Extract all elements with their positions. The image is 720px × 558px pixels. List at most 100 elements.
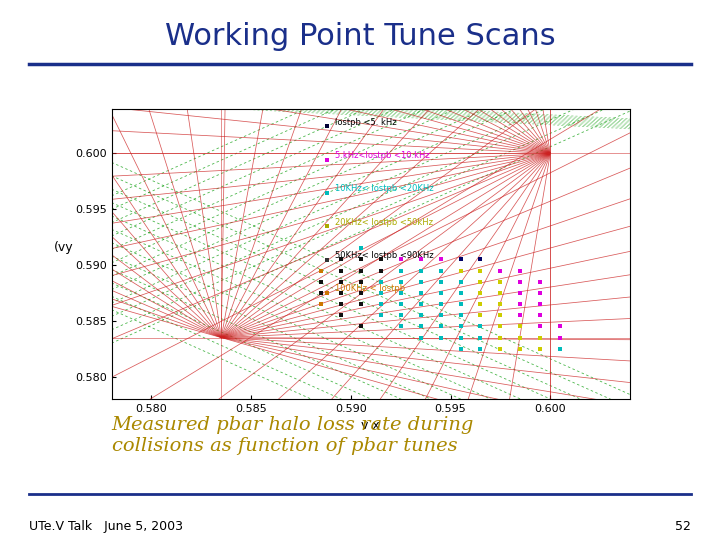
Point <box>415 300 426 309</box>
Point <box>375 288 387 297</box>
Point <box>474 255 486 264</box>
Point <box>415 322 426 331</box>
Point <box>495 277 506 286</box>
Point <box>335 266 346 275</box>
Point <box>435 277 446 286</box>
Point <box>495 288 506 297</box>
Point <box>455 277 467 286</box>
Point <box>435 266 446 275</box>
Point <box>435 322 446 331</box>
Point <box>495 311 506 320</box>
Point <box>335 277 346 286</box>
Point <box>455 288 467 297</box>
Point <box>554 333 566 342</box>
Point <box>315 288 327 297</box>
Text: UTe.V Talk   June 5, 2003: UTe.V Talk June 5, 2003 <box>29 520 183 533</box>
Point <box>495 266 506 275</box>
Point <box>335 311 346 320</box>
Point <box>455 266 467 275</box>
Point <box>395 322 407 331</box>
Point <box>554 322 566 331</box>
Point <box>474 266 486 275</box>
Point <box>415 311 426 320</box>
Point <box>515 288 526 297</box>
X-axis label: v x: v x <box>361 420 380 432</box>
Point <box>474 311 486 320</box>
Point <box>455 311 467 320</box>
Point <box>355 288 366 297</box>
Point <box>435 255 446 264</box>
Point <box>534 344 546 353</box>
Point <box>415 266 426 275</box>
Point <box>355 255 366 264</box>
Point <box>335 300 346 309</box>
Point <box>395 288 407 297</box>
Point <box>455 300 467 309</box>
Point <box>435 288 446 297</box>
Point <box>435 333 446 342</box>
Text: 20KHz< lostpb <50kHz: 20KHz< lostpb <50kHz <box>335 218 433 227</box>
Point <box>315 277 327 286</box>
Point <box>395 300 407 309</box>
Point <box>474 333 486 342</box>
Point <box>415 288 426 297</box>
Point <box>534 311 546 320</box>
Text: lostpb <5. kHz: lostpb <5. kHz <box>335 118 396 127</box>
Point <box>515 266 526 275</box>
Point <box>435 300 446 309</box>
Point <box>474 288 486 297</box>
Point <box>474 322 486 331</box>
Point <box>554 344 566 353</box>
Point <box>515 333 526 342</box>
Point <box>315 300 327 309</box>
Text: 5.kHz<lostpb <10.kHz: 5.kHz<lostpb <10.kHz <box>335 151 429 160</box>
Point <box>495 333 506 342</box>
Text: 100KHz < lostpb: 100KHz < lostpb <box>335 285 405 294</box>
Point <box>375 311 387 320</box>
Text: 50KHz< lostpb <90KHz: 50KHz< lostpb <90KHz <box>335 251 433 260</box>
Point <box>375 266 387 275</box>
Point <box>415 277 426 286</box>
Point <box>355 244 366 253</box>
Point <box>395 311 407 320</box>
Point <box>495 322 506 331</box>
Point <box>534 333 546 342</box>
Point <box>355 300 366 309</box>
Point <box>375 255 387 264</box>
Text: 52: 52 <box>675 520 691 533</box>
Point <box>534 277 546 286</box>
Y-axis label: (vy: (vy <box>54 241 73 254</box>
Text: Measured pbar halo loss rate during
collisions as function of pbar tunes: Measured pbar halo loss rate during coll… <box>112 416 474 455</box>
Point <box>395 266 407 275</box>
Point <box>455 322 467 331</box>
Point <box>474 344 486 353</box>
Point <box>355 322 366 331</box>
Point <box>415 255 426 264</box>
Point <box>515 311 526 320</box>
Point <box>515 277 526 286</box>
Point <box>455 344 467 353</box>
Point <box>415 333 426 342</box>
Text: 10KHz< lostpb <20KHz: 10KHz< lostpb <20KHz <box>335 184 433 193</box>
Point <box>455 255 467 264</box>
Point <box>534 322 546 331</box>
Point <box>534 300 546 309</box>
Point <box>534 288 546 297</box>
Point <box>495 344 506 353</box>
Point <box>395 277 407 286</box>
Point <box>495 300 506 309</box>
Point <box>375 277 387 286</box>
Point <box>335 288 346 297</box>
Point <box>375 300 387 309</box>
Point <box>474 300 486 309</box>
Text: Working Point Tune Scans: Working Point Tune Scans <box>165 22 555 51</box>
Point <box>515 300 526 309</box>
Point <box>355 277 366 286</box>
Point <box>435 311 446 320</box>
Point <box>474 277 486 286</box>
Point <box>515 344 526 353</box>
Point <box>455 333 467 342</box>
Point <box>315 266 327 275</box>
Point <box>335 255 346 264</box>
Point <box>395 255 407 264</box>
